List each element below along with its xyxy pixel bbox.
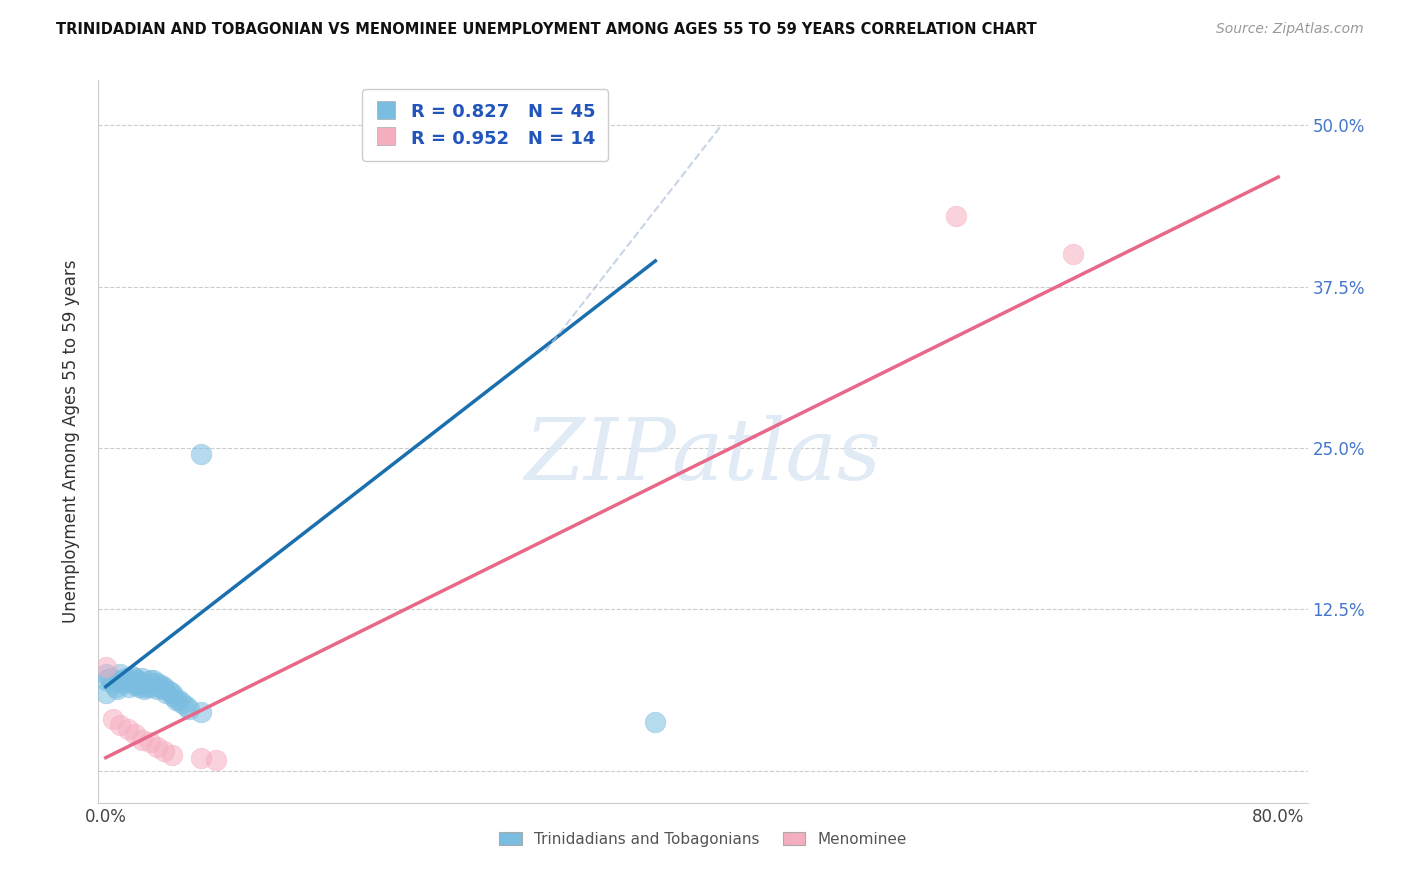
Point	[146, 740, 169, 755]
Point	[112, 675, 135, 690]
Point	[190, 750, 212, 764]
Point	[150, 678, 173, 692]
Point	[146, 675, 169, 690]
Point	[165, 692, 187, 706]
Point	[170, 697, 193, 711]
Point	[162, 689, 184, 703]
Point	[115, 671, 138, 685]
Point	[153, 680, 176, 694]
Point	[134, 680, 156, 694]
Point	[167, 692, 190, 706]
Point	[110, 718, 132, 732]
Point	[146, 682, 169, 697]
Point	[141, 675, 163, 690]
Point	[101, 712, 124, 726]
Point	[644, 714, 666, 729]
Point	[118, 680, 141, 694]
Point	[1062, 247, 1084, 261]
Point	[98, 671, 121, 685]
Text: Source: ZipAtlas.com: Source: ZipAtlas.com	[1216, 22, 1364, 37]
Point	[94, 666, 117, 681]
Point	[101, 675, 124, 690]
Point	[125, 673, 148, 688]
Point	[117, 723, 139, 737]
Point	[179, 701, 201, 715]
Point	[131, 675, 153, 690]
Text: ZIPatlas: ZIPatlas	[524, 415, 882, 498]
Point	[190, 706, 212, 720]
Point	[176, 699, 198, 714]
Point	[945, 209, 967, 223]
Point	[155, 686, 177, 700]
Point	[94, 660, 117, 674]
Point	[190, 447, 212, 461]
Point	[204, 753, 226, 767]
Point	[142, 673, 165, 688]
Point	[160, 686, 183, 700]
Point	[131, 671, 153, 685]
Point	[117, 673, 139, 688]
Point	[131, 732, 153, 747]
Point	[94, 686, 117, 700]
Point	[122, 675, 145, 690]
Point	[124, 671, 146, 685]
Point	[110, 673, 132, 688]
Point	[105, 680, 128, 694]
Point	[124, 727, 146, 741]
Point	[121, 669, 143, 683]
Point	[160, 747, 183, 762]
Point	[107, 682, 129, 697]
Point	[153, 744, 176, 758]
Point	[132, 682, 155, 697]
Point	[148, 680, 170, 694]
Point	[110, 666, 132, 681]
Point	[124, 678, 146, 692]
Point	[153, 682, 176, 697]
Point	[127, 675, 149, 690]
Point	[128, 680, 150, 694]
Point	[138, 680, 160, 694]
Y-axis label: Unemployment Among Ages 55 to 59 years: Unemployment Among Ages 55 to 59 years	[62, 260, 80, 624]
Legend: Trinidadians and Tobagonians, Menominee: Trinidadians and Tobagonians, Menominee	[494, 826, 912, 853]
Point	[94, 673, 117, 688]
Point	[138, 735, 160, 749]
Point	[157, 683, 180, 698]
Text: TRINIDADIAN AND TOBAGONIAN VS MENOMINEE UNEMPLOYMENT AMONG AGES 55 TO 59 YEARS C: TRINIDADIAN AND TOBAGONIAN VS MENOMINEE …	[56, 22, 1038, 37]
Point	[138, 673, 160, 688]
